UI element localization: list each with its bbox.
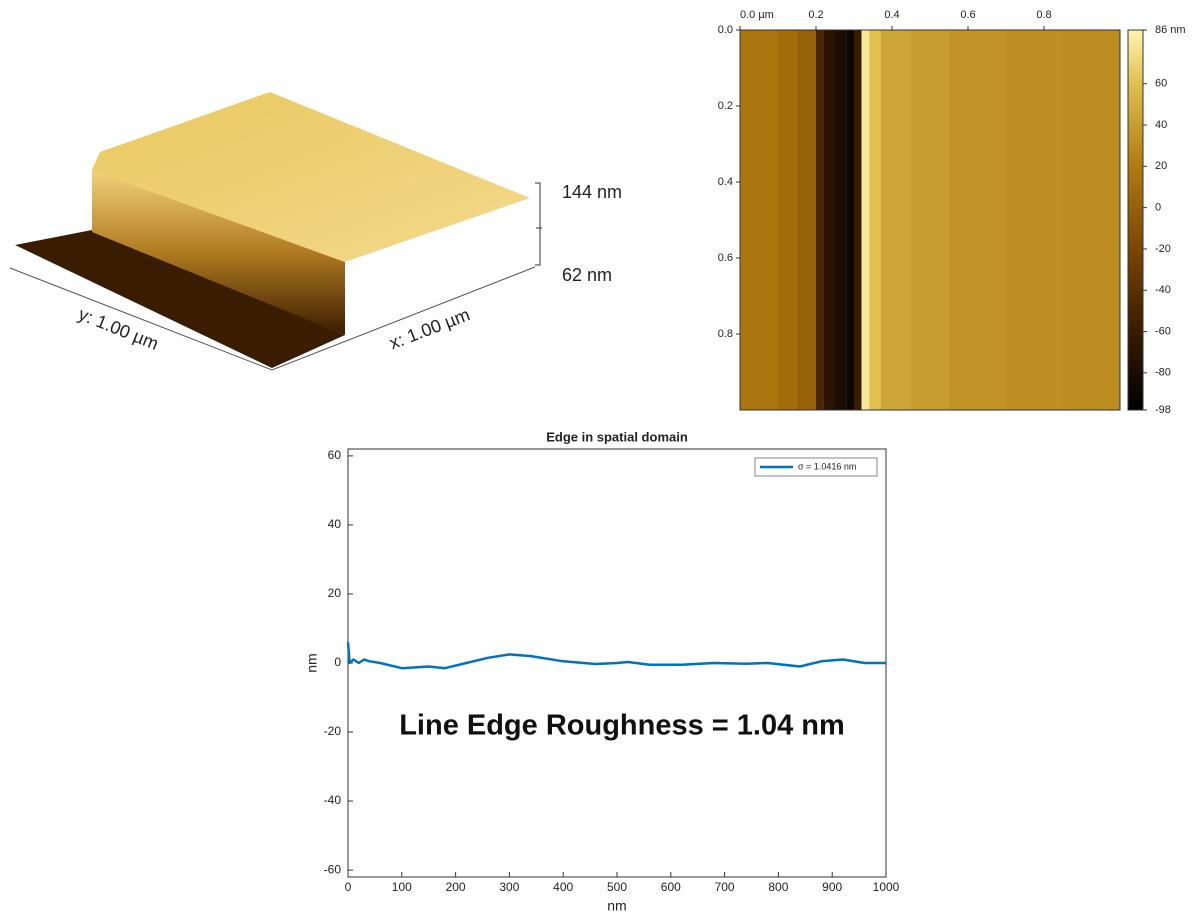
- x-tick-label: 0.6: [960, 9, 975, 21]
- annotation: Line Edge Roughness = 1.04 nm: [399, 710, 845, 742]
- y-tick-label: -20: [324, 724, 342, 738]
- x-tick-label: 0.0 µm: [740, 9, 774, 21]
- colorbar-tick-label: 20: [1155, 160, 1167, 172]
- x-tick-label: 0.8: [1036, 9, 1051, 21]
- y-axis-label: y: 1.00 µm: [76, 304, 162, 354]
- x-tick-label: 200: [446, 880, 466, 894]
- x-tick-label: 0.2: [808, 9, 823, 21]
- x-tick-label: 600: [661, 880, 681, 894]
- heatmap-column: [824, 30, 835, 410]
- colorbar-tick-label: -60: [1155, 325, 1171, 337]
- z-top-label: 144 nm: [562, 182, 622, 202]
- heatmap-column: [740, 30, 778, 410]
- y-tick-label: 0.0: [718, 24, 733, 36]
- x-tick-label: 300: [499, 880, 519, 894]
- y-axis-label: nm: [304, 653, 320, 672]
- heatmap-column: [911, 30, 949, 410]
- heatmap-column: [778, 30, 797, 410]
- y-tick-label: 0.8: [718, 328, 733, 340]
- surface-3d: [10, 92, 542, 370]
- heatmap-column: [835, 30, 846, 410]
- y-tick-label: 0.6: [718, 252, 733, 264]
- heatmap-column: [816, 30, 824, 410]
- heatmap-column: [846, 30, 854, 410]
- heatmap-column: [1006, 30, 1063, 410]
- x-tick-label: 900: [822, 880, 842, 894]
- y-tick-label: 0.4: [718, 176, 733, 188]
- y-tick-label: 0.2: [718, 100, 733, 112]
- z-bottom-label: 62 nm: [562, 265, 612, 285]
- heatmap-column: [797, 30, 816, 410]
- colorbar-tick-label: -20: [1155, 243, 1171, 255]
- heatmap-column: [854, 30, 862, 410]
- z-scale-bar: [535, 183, 540, 265]
- heatmap-column: [862, 30, 870, 410]
- chart-title: Edge in spatial domain: [546, 429, 688, 444]
- x-tick-label: 700: [715, 880, 735, 894]
- colorbar-tick-label: 60: [1155, 78, 1167, 90]
- y-tick-label: 0: [334, 655, 341, 669]
- colorbar-tick-label: 40: [1155, 119, 1167, 131]
- x-tick-label: 400: [553, 880, 573, 894]
- y-tick-label: 60: [328, 448, 342, 462]
- x-axis-label: nm: [607, 898, 626, 914]
- colorbar-tick-label: -80: [1155, 367, 1171, 379]
- colorbar: [1128, 30, 1143, 410]
- y-tick-label: -60: [324, 862, 342, 876]
- colorbar-tick-label: 86 nm: [1155, 24, 1186, 36]
- x-tick-label: 800: [768, 880, 788, 894]
- y-tick-label: 40: [328, 517, 342, 531]
- colorbar-tick-label: -40: [1155, 284, 1171, 296]
- heatmap-column: [949, 30, 1006, 410]
- x-tick-label: 0.4: [884, 9, 899, 21]
- colorbar-tick-label: -98: [1155, 404, 1171, 416]
- heatmap-column: [881, 30, 911, 410]
- x-tick-label: 100: [392, 880, 412, 894]
- y-tick-label: 20: [328, 586, 342, 600]
- colorbar-tick-label: 0: [1155, 202, 1161, 214]
- x-tick-label: 1000: [873, 880, 900, 894]
- legend-label: σ = 1.0416 nm: [798, 461, 856, 471]
- y-tick-label: -40: [324, 793, 342, 807]
- heatmap-column: [869, 30, 880, 410]
- figure: 144 nm62 nmy: 1.00 µmx: 1.00 µm0.0 µm0.2…: [0, 0, 1202, 919]
- x-tick-label: 0: [345, 880, 352, 894]
- x-tick-label: 500: [607, 880, 627, 894]
- heatmap-column: [1063, 30, 1120, 410]
